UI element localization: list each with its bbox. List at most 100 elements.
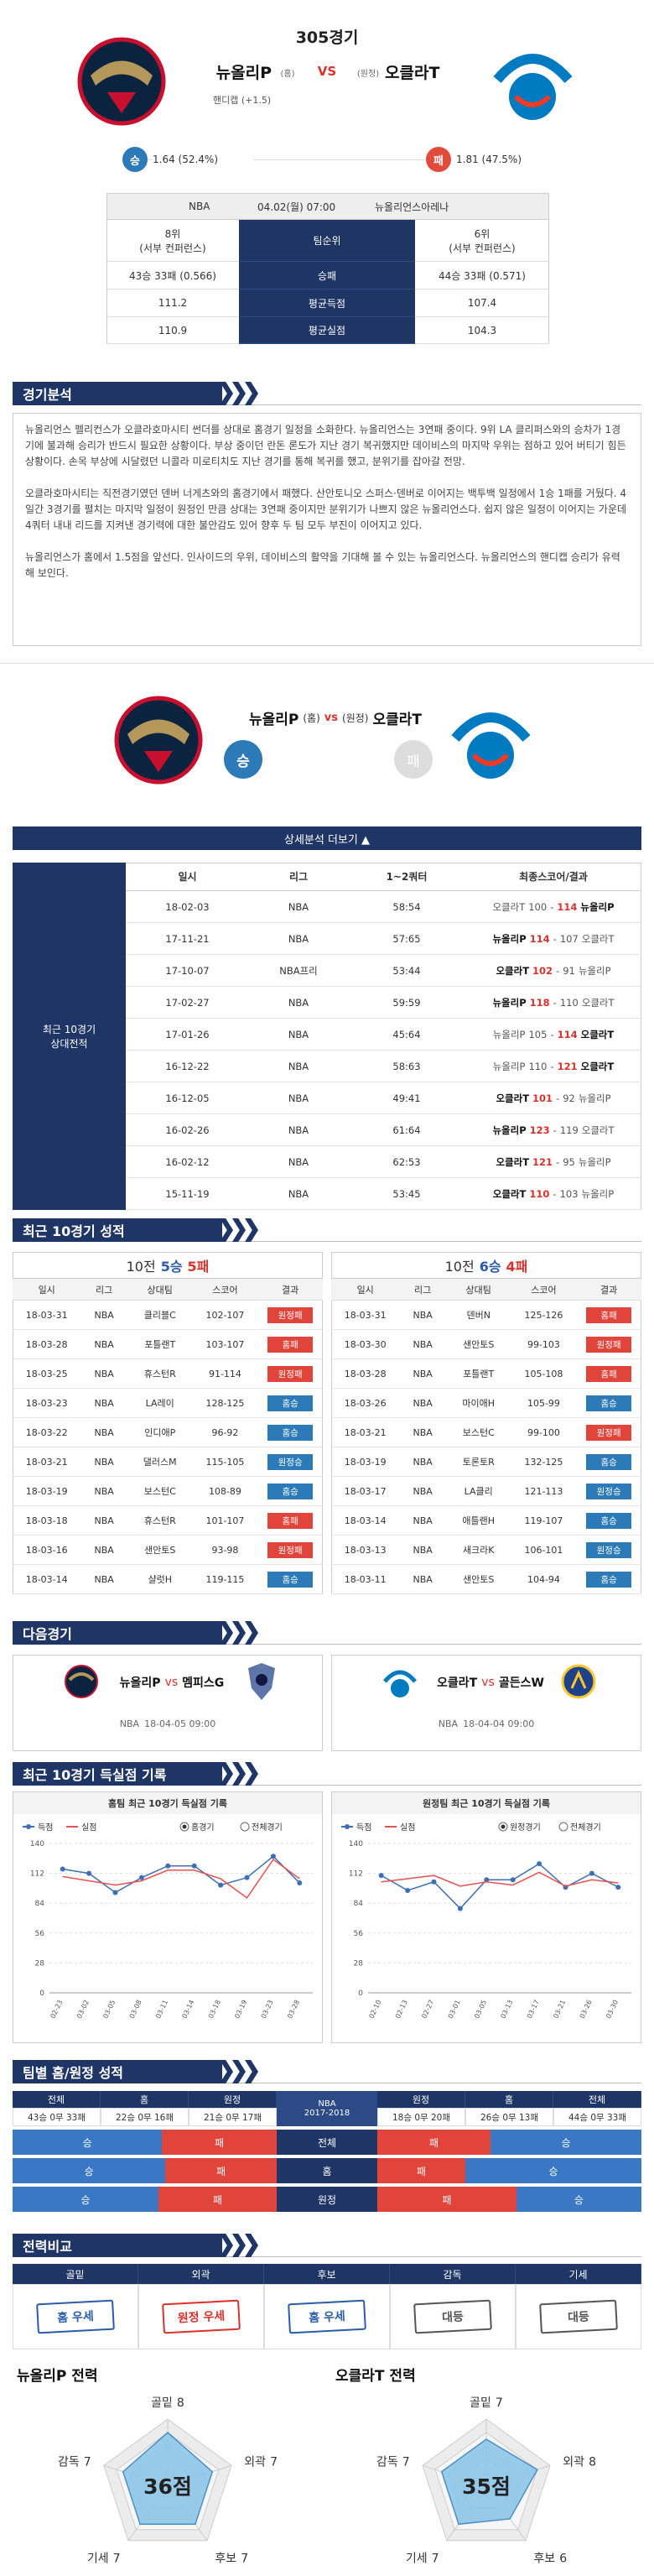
comparison-header: 감독 — [390, 2264, 516, 2284]
opponent-logo-small — [248, 1663, 275, 1700]
result-badge: 원정승 — [586, 1483, 632, 1499]
radio-label: 전체경기 — [252, 1822, 283, 1833]
series-line — [381, 1863, 619, 1910]
comparison-cell: 대등 — [516, 2284, 641, 2349]
banner-rule — [0, 663, 654, 664]
h2h-home-score: 102 — [532, 964, 553, 977]
result-badge: 원정패 — [267, 1365, 314, 1382]
x-tick-label: 03-28 — [286, 1999, 301, 2020]
h2h-home-score: 110 — [528, 1060, 548, 1072]
recent-header: 일시 — [13, 1279, 81, 1301]
y-tick-label: 112 — [30, 1870, 44, 1879]
h2h-away: 뉴올리P — [580, 900, 615, 913]
recent-cell: 인디애P — [127, 1418, 193, 1447]
recent-cell: 휴스턴R — [127, 1359, 193, 1389]
h2h-home: 뉴올리P — [492, 1060, 526, 1072]
standings-row-label: 원정 — [277, 2187, 377, 2212]
h2h-cell: 53:44 — [348, 955, 465, 987]
loss-bar: 패 — [165, 2158, 277, 2183]
next-vs: vs — [481, 1676, 495, 1689]
recent-cell: 105-99 — [511, 1389, 577, 1418]
h2h-home: 오클라T — [492, 1187, 527, 1200]
section-title: 팀별 홈/원정 성적 — [13, 2060, 222, 2083]
recent-cell: 125-126 — [511, 1301, 577, 1330]
recent-cell: 119-107 — [511, 1506, 577, 1536]
h2h-away: 뉴올리P — [578, 964, 611, 977]
recent-cell: 18-03-31 — [13, 1301, 81, 1330]
h2h-cell: 45:64 — [348, 1019, 465, 1051]
section-chevron — [232, 1218, 246, 1242]
radar-axis-name: 기세 — [87, 2553, 109, 2566]
h2h-side-line: 최근 10경기 — [42, 1024, 96, 1035]
standings-header: 전체 — [553, 2091, 641, 2108]
recent-cell: 18-03-28 — [13, 1330, 81, 1359]
h2h-result: 뉴올리P 110-121 오클라T — [465, 1051, 641, 1082]
recent-cell: NBA — [80, 1536, 127, 1565]
h2h-home-score: 121 — [532, 1155, 553, 1168]
radar-chart: 36점 골밑 8 외곽 7 후보 7 기세 7 감독 7 — [58, 2396, 278, 2566]
standings-row-label: 홈 — [277, 2158, 377, 2183]
h2h-away: 오클라T — [581, 932, 615, 945]
h2h-away-score: 114 — [557, 1028, 578, 1040]
radar-axis-value: 6 — [559, 2553, 567, 2566]
win-bar: 승 — [13, 2158, 166, 2183]
chart-title-bar — [13, 1792, 322, 1814]
y-tick-label: 84 — [354, 1900, 364, 1908]
standings-header: 전체 — [13, 2091, 101, 2108]
recent-cell: 포틀랜T — [127, 1330, 193, 1359]
result-badge: 원정승 — [267, 1453, 314, 1470]
result-badge: 홈승 — [267, 1395, 314, 1411]
info-value: 111.2 — [106, 289, 239, 317]
info-line: (서부 컨퍼런스) — [139, 242, 206, 254]
h2h-away: 오클라T — [580, 1028, 615, 1040]
h2h-away-score: 114 — [557, 900, 578, 913]
datetime: 04.02(월) 07:00 — [257, 201, 336, 213]
power-title: 오클라T 전력 — [335, 2367, 416, 2385]
radio[interactable] — [558, 1822, 568, 1832]
chart-frame — [331, 1791, 641, 2043]
recent-header: 리그 — [80, 1279, 127, 1301]
x-tick-label: 02-10 — [368, 1999, 383, 2020]
h2h-separator: - — [553, 1187, 557, 1200]
comparison-cell: 홈 우세 — [264, 2284, 390, 2349]
recent-cell: NBA — [80, 1359, 127, 1389]
series-line — [381, 1871, 619, 1887]
recent-cell: 18-03-21 — [13, 1447, 81, 1477]
win-bar: 승 — [13, 2187, 159, 2212]
recent-cell: 132-125 — [511, 1447, 577, 1477]
recent-cell: NBA — [80, 1477, 127, 1506]
result-badge: 홈승 — [267, 1483, 314, 1499]
recent-cell: 121-113 — [511, 1477, 577, 1506]
h2h-cell: NBA — [249, 891, 348, 923]
comparison-cell: 대등 — [390, 2284, 516, 2349]
series-point — [589, 1870, 594, 1876]
radio-label: 원정경기 — [510, 1822, 541, 1833]
recent-result-cell: 원정패 — [576, 1330, 641, 1359]
info-label: 승패 — [239, 262, 415, 289]
more-button[interactable]: 상세분석 더보기 ▲ — [13, 827, 641, 850]
h2h-result: 오클라T 102-91 뉴올리P — [465, 955, 641, 987]
h2h-home: 뉴올리P — [492, 996, 527, 1009]
x-tick-label: 03-23 — [260, 1999, 275, 2020]
radio[interactable] — [240, 1822, 250, 1832]
recent-result-cell: 홈승 — [576, 1506, 641, 1536]
h2h-cell: 53:45 — [348, 1178, 465, 1210]
recent-cell: 91-114 — [192, 1359, 258, 1389]
info-value: 104.3 — [415, 317, 549, 344]
section-rule — [13, 1241, 641, 1242]
y-tick-label: 140 — [30, 1840, 44, 1849]
h2h-separator: - — [553, 932, 557, 945]
h2h-header: 1~2쿼터 — [348, 863, 465, 891]
recent-cell: 104-94 — [511, 1565, 577, 1594]
recent-cell: 18-03-19 — [13, 1477, 81, 1506]
section-chevron — [232, 1762, 246, 1786]
result-badge: 원정승 — [586, 1541, 632, 1558]
h2h-result: 뉴올리P 105-114 오클라T — [465, 1019, 641, 1051]
standings-record: 26승 0무 13패 — [465, 2108, 553, 2126]
recent-cell: 99-103 — [511, 1330, 577, 1359]
h2h-result: 오클라T 101-92 뉴올리P — [465, 1082, 641, 1114]
recent-header: 일시 — [331, 1279, 400, 1301]
radio-dot — [182, 1824, 187, 1829]
recent-cell: NBA — [399, 1565, 446, 1594]
recent-cell: 99-100 — [511, 1418, 577, 1447]
